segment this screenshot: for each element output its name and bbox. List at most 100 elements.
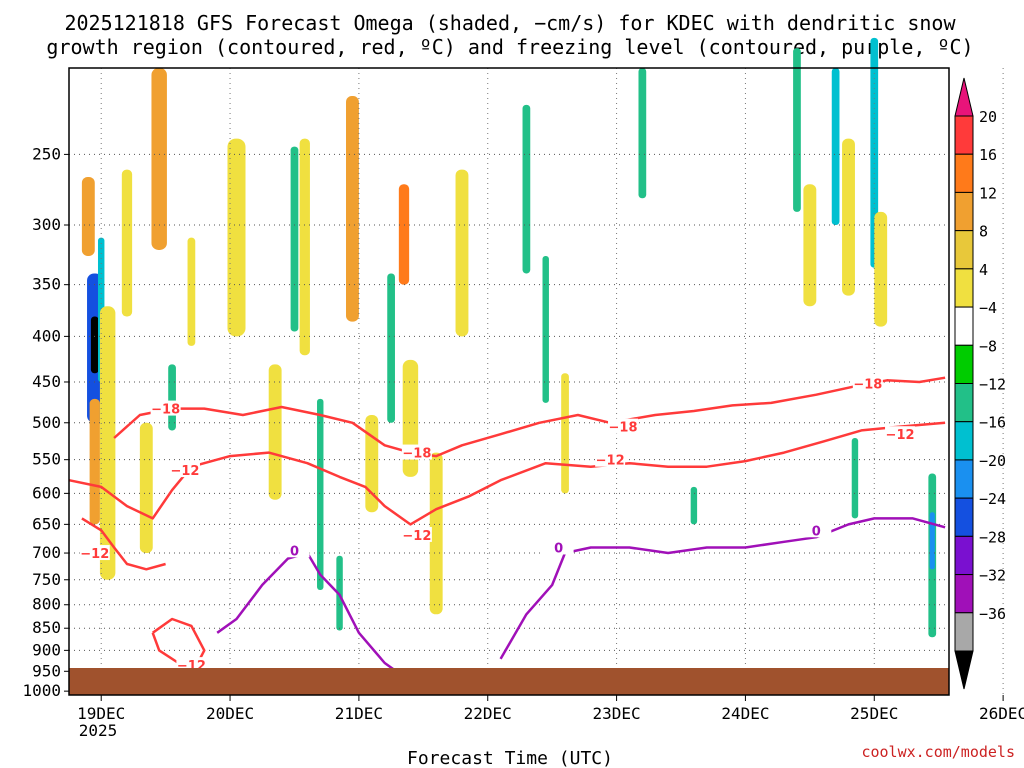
omega-cell (290, 146, 299, 332)
y-tick-label: 1000 (22, 681, 61, 700)
omega-cell (842, 138, 855, 296)
colorbar-bottom-arrow (954, 650, 974, 690)
omega-cell (522, 104, 531, 274)
y-tick-label: 900 (32, 640, 61, 659)
colorbar-label: −24 (979, 490, 1006, 508)
omega-cell (561, 373, 569, 494)
y-tick-label: 300 (32, 215, 61, 234)
colorbar-swatch (954, 497, 974, 537)
colorbar-swatch (954, 612, 974, 652)
contour-label-bg (279, 542, 310, 558)
colorbar-label: 4 (979, 261, 988, 279)
contour-label-bg (608, 418, 639, 434)
colorbar-swatch (954, 115, 974, 155)
contour-label: −18 (402, 447, 431, 462)
omega-shading-layer (81, 37, 937, 638)
colorbar-label: −28 (979, 528, 1006, 546)
chart-title-line-1: 2025121818 GFS Forecast Omega (shaded, −… (64, 11, 956, 35)
contour-label: 0 (812, 524, 821, 539)
colorbar-swatch (954, 191, 974, 232)
contour-label-bg (595, 451, 626, 467)
x-tick-label: 26DEC (979, 704, 1024, 723)
contour-label: −12 (170, 464, 199, 479)
colorbar-swatch (954, 344, 974, 384)
y-tick-label: 800 (32, 595, 61, 614)
y-tick-label: 450 (32, 372, 61, 391)
omega-cell (929, 512, 935, 570)
colorbar-swatch (954, 153, 974, 193)
contour-label-bg (401, 526, 432, 542)
y-tick-label: 700 (32, 543, 61, 562)
colorbar-label: −12 (979, 376, 1006, 394)
x-tick-label: 24DEC (721, 704, 769, 723)
y-tick-label: 950 (32, 661, 61, 680)
colorbar-swatch (954, 306, 974, 346)
colorbar: 20 16 12 8 4 −4 −8 −12 −16 −20 −24 −28 −32 −36 (954, 77, 1006, 690)
contour-label: −12 (80, 547, 109, 562)
y-tick-label: 750 (32, 570, 61, 589)
x-tick-label: 19DEC (77, 704, 125, 723)
contour-dgz-18 (113, 376, 946, 458)
contour-label: 0 (554, 541, 563, 556)
colorbar-swatch (954, 421, 974, 461)
contour-label-bg (79, 545, 110, 561)
x-tick-label: 20DEC (206, 704, 254, 723)
x-tick-label: 23DEC (592, 704, 640, 723)
omega-cell (139, 422, 153, 554)
x-tick-label: 25DEC (850, 704, 898, 723)
colorbar-label: −16 (979, 414, 1006, 432)
colorbar-swatch (954, 535, 974, 576)
contour-label-bg (150, 400, 181, 416)
x-axis: 19DEC 20DEC 21DEC 22DEC 23DEC 24DEC 25DEC 26DEC (77, 695, 1024, 723)
y-tick-label: 400 (32, 326, 61, 345)
omega-cell (151, 68, 167, 250)
contour-label: −18 (151, 403, 180, 418)
omega-cell (268, 364, 282, 500)
omega-cell (542, 255, 549, 403)
contour-label-bg (852, 375, 883, 391)
contour-label: −12 (596, 454, 625, 469)
colorbar-label: 20 (979, 108, 997, 126)
colorbar-swatch (954, 268, 974, 308)
omega-cell (398, 184, 410, 285)
colorbar-label: 16 (979, 146, 997, 164)
colorbar-swatch (954, 383, 974, 423)
x-axis-year: 2025 (79, 721, 118, 740)
x-tick-label: 22DEC (464, 704, 512, 723)
omega-cell (90, 316, 99, 374)
contour-dgz-12 (68, 421, 946, 526)
y-tick-label: 250 (32, 144, 61, 163)
omega-cell (690, 486, 698, 525)
contour-label-bg (401, 444, 432, 460)
chart-title-line-2: growth region (contoured, red, ºC) and f… (46, 35, 973, 59)
contour-label: −18 (609, 421, 638, 436)
y-tick-label: 550 (32, 450, 61, 469)
contour-label-bg (801, 522, 832, 538)
contour-label: 0 (290, 544, 299, 559)
omega-cell (387, 273, 395, 423)
colorbar-swatch (954, 574, 974, 614)
omega-cell (346, 96, 359, 322)
y-tick-label: 600 (32, 483, 61, 502)
omega-cell (317, 398, 324, 590)
y-tick-label: 350 (32, 275, 61, 294)
contour-dgz-12-low (81, 517, 166, 571)
contour-layer: −18−18−18−18−12−12−12−12−12−120 00 (68, 375, 946, 693)
credit-text: coolwx.com/models (861, 743, 1015, 761)
y-tick-label: 850 (32, 618, 61, 637)
omega-cell (874, 211, 888, 327)
y-tick-label: 500 (32, 413, 61, 432)
contour-fzl-0b (499, 517, 946, 660)
x-tick-label: 21DEC (335, 704, 383, 723)
contour-label: −12 (402, 529, 431, 544)
omega-cell (81, 176, 95, 256)
colorbar-label: 12 (979, 184, 997, 202)
omega-cell (851, 437, 859, 519)
x-axis-title: Forecast Time (UTC) (407, 748, 613, 768)
contour-label-bg (885, 426, 916, 442)
y-tick-label: 650 (32, 514, 61, 533)
colorbar-top-arrow (954, 77, 974, 117)
colorbar-label: −32 (979, 567, 1006, 585)
colorbar-swatch (954, 230, 974, 270)
